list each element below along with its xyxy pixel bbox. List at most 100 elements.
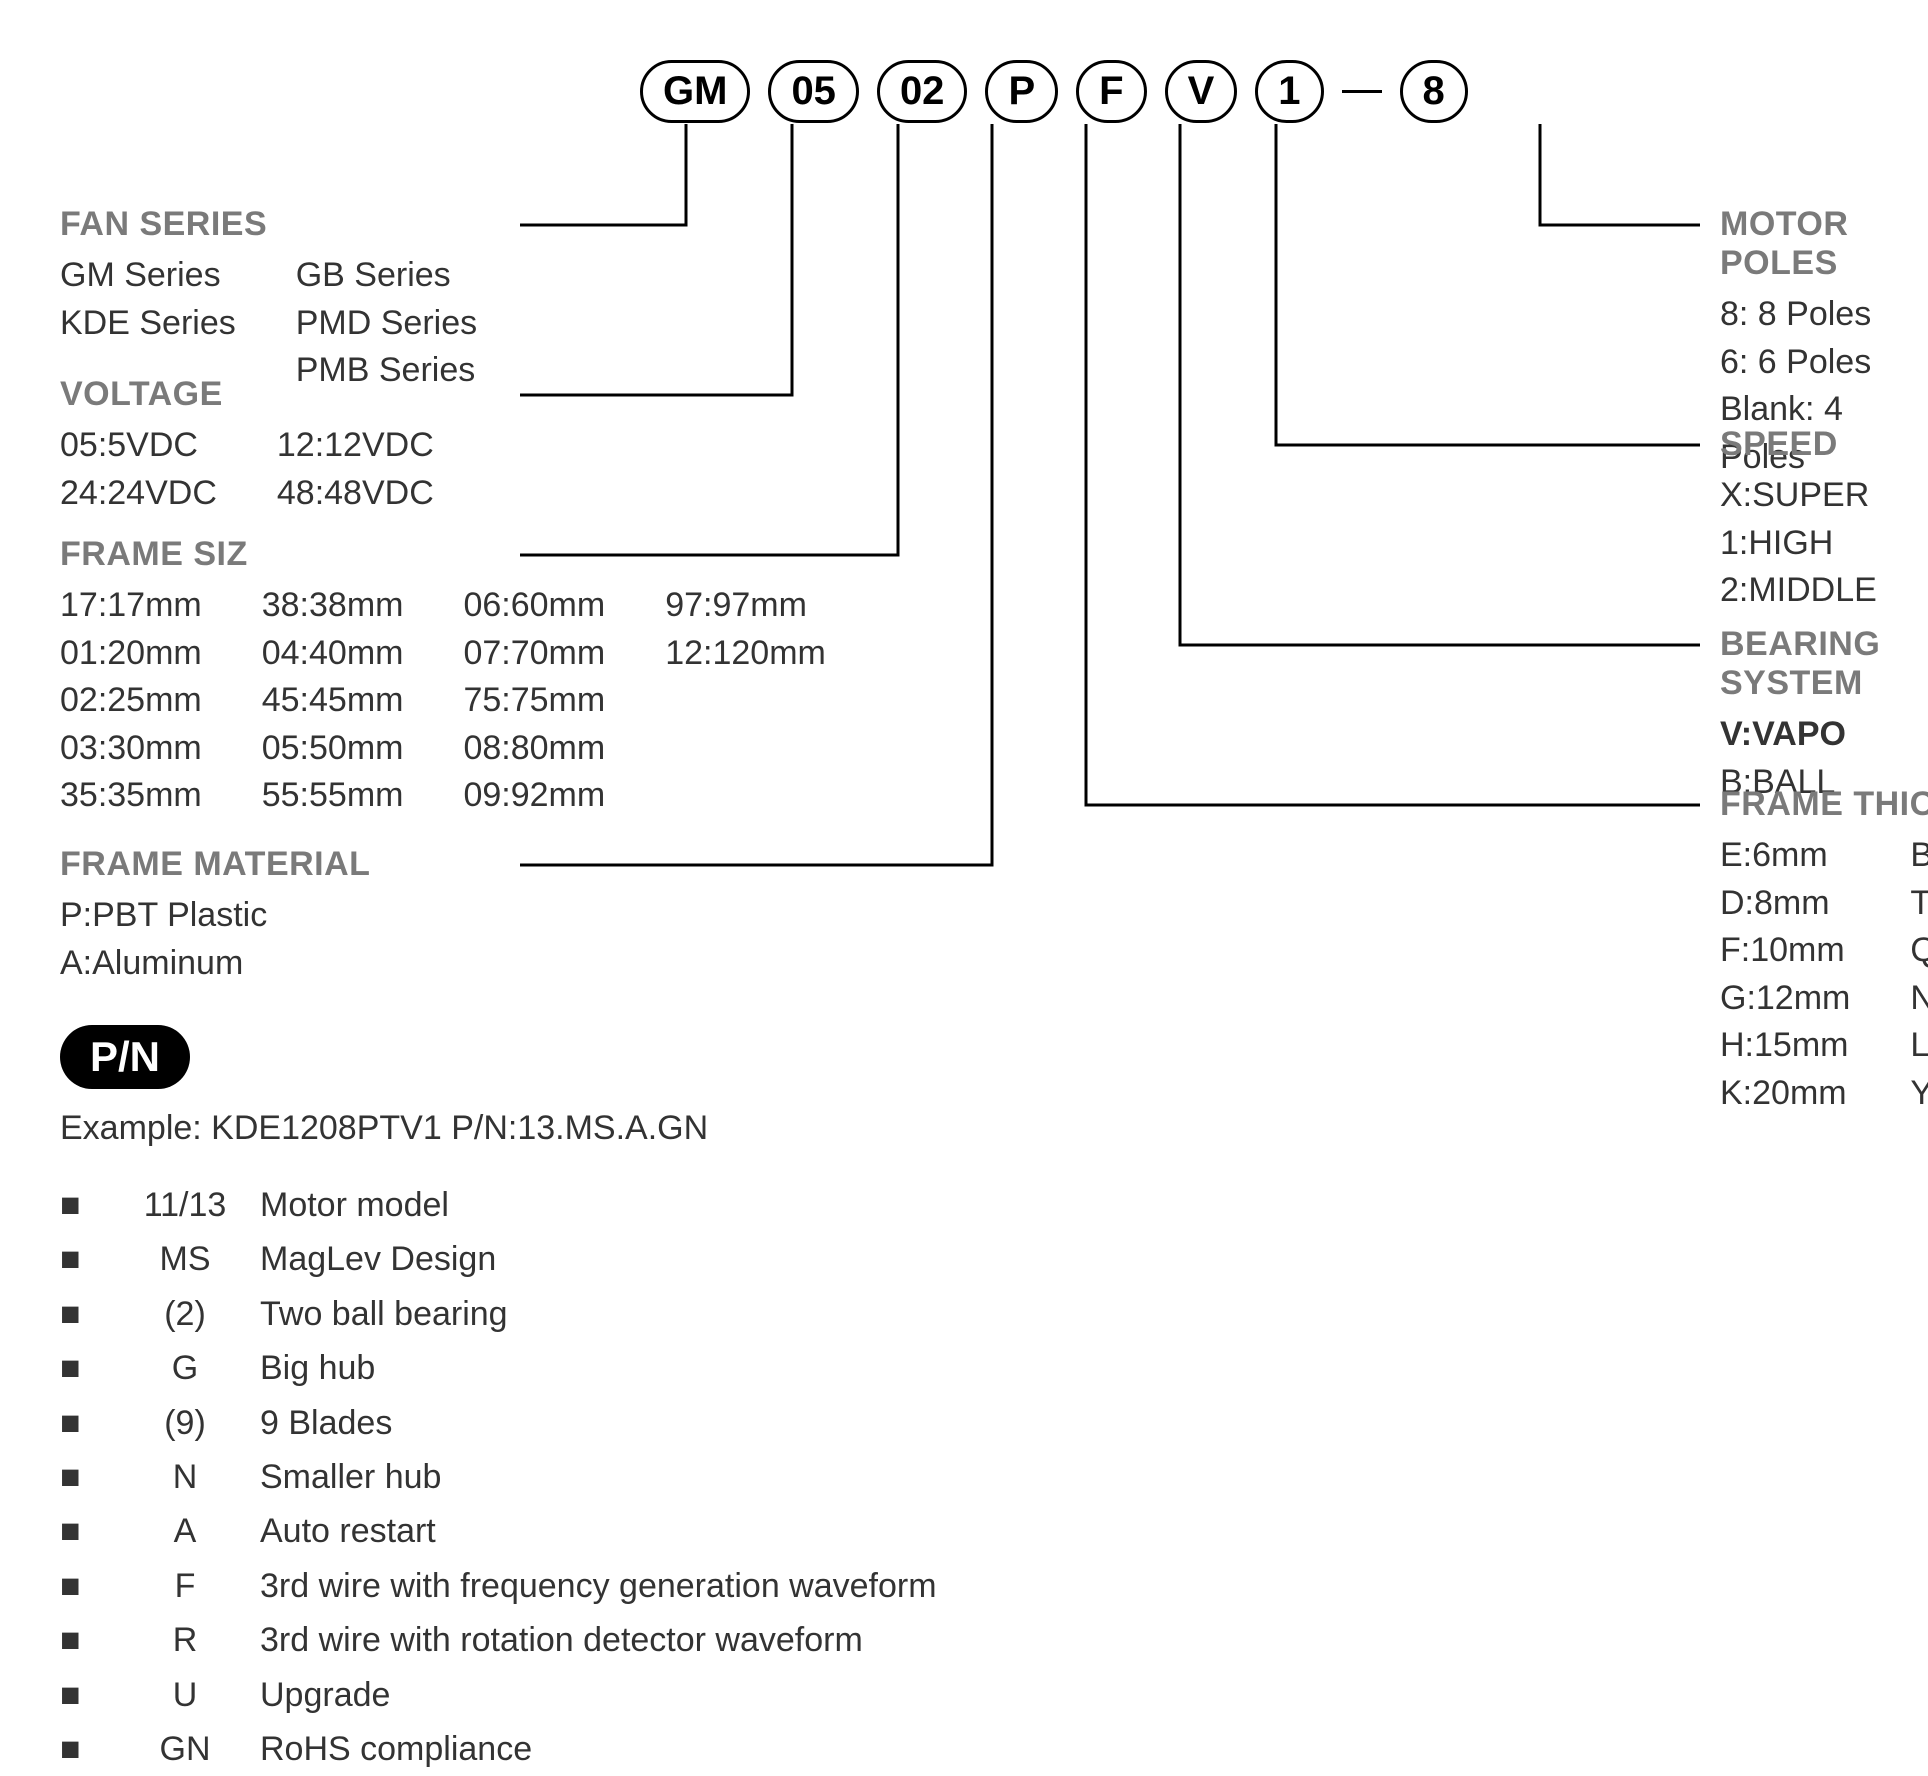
- pn-desc: 3rd wire with frequency generation wavef…: [260, 1559, 937, 1613]
- section-item: 17:17mm: [60, 582, 202, 630]
- section-frame-thickness: FRAME THICKNESS E:6mmD:8mmF:10mmG:12mmH:1…: [1720, 785, 1928, 1118]
- pn-code: 11/13: [110, 1178, 260, 1232]
- section-item: Q:28mm: [1910, 927, 1928, 975]
- section-fan-series: FAN SERIESGM SeriesKDE SeriesGB SeriesPM…: [60, 205, 477, 395]
- pn-bullet: ■: [60, 1668, 110, 1722]
- section-item: 45:45mm: [262, 677, 404, 725]
- pn-bullet: ■: [60, 1396, 110, 1450]
- pn-row: ■MSMagLev Design: [60, 1232, 937, 1286]
- section-title: VOLTAGE: [60, 375, 434, 414]
- pn-row: ■11/13Motor model: [60, 1178, 937, 1232]
- section-voltage: VOLTAGE05:5VDC24:24VDC12:12VDC48:48VDC: [60, 375, 434, 517]
- section-title: FRAME THICKNESS: [1720, 785, 1928, 824]
- section-item: 06:60mm: [463, 582, 605, 630]
- section-item: V:VAPO: [1720, 711, 1846, 759]
- pn-code: F: [110, 1559, 260, 1613]
- pn-bullet: ■: [60, 1178, 110, 1232]
- section-item: PMD Series: [296, 300, 477, 348]
- pn-code: (9): [110, 1396, 260, 1450]
- section-title: SPEED: [1720, 425, 1928, 464]
- pn-desc: RoHS compliance: [260, 1722, 937, 1776]
- section-item: 08:80mm: [463, 725, 605, 773]
- section-item: T:25mm: [1910, 880, 1928, 928]
- code-pill-02: 02: [877, 60, 968, 123]
- pn-desc: Big hub: [260, 1341, 937, 1395]
- pn-bullet: ■: [60, 1559, 110, 1613]
- section-item: H:15mm: [1720, 1022, 1850, 1070]
- pn-code: (2): [110, 1287, 260, 1341]
- section-item: 48:48VDC: [277, 470, 434, 518]
- pn-code: A: [110, 1504, 260, 1558]
- section-item: B:24mm: [1910, 832, 1928, 880]
- section-item: 2:MIDDLE: [1720, 567, 1877, 615]
- part-number-codes: GM 05 02 PFV1 8: [640, 60, 1468, 123]
- pn-row: ■GNRoHS compliance: [60, 1722, 937, 1776]
- code-pill-f: F: [1076, 60, 1146, 123]
- section-item: X:SUPER: [1720, 472, 1877, 520]
- pn-code: MS: [110, 1232, 260, 1286]
- code-pill-1: 1: [1255, 60, 1323, 123]
- code-pill-05: 05: [768, 60, 859, 123]
- section-item: N:30mm: [1910, 975, 1928, 1023]
- section-item: 6: 6 Poles: [1720, 339, 1928, 387]
- pn-row: ■R3rd wire with rotation detector wavefo…: [60, 1613, 937, 1667]
- section-item: 38:38mm: [262, 582, 404, 630]
- pn-desc: MagLev Design: [260, 1232, 937, 1286]
- pn-bullet: ■: [60, 1232, 110, 1286]
- pn-row: ■UUpgrade: [60, 1668, 937, 1722]
- pn-bullet: ■: [60, 1287, 110, 1341]
- pn-bullet: ■: [60, 1722, 110, 1776]
- section-item: E:6mm: [1720, 832, 1850, 880]
- code-pill-p: P: [985, 60, 1058, 123]
- pn-desc: Motor model: [260, 1178, 937, 1232]
- section-title: BEARING SYSTEM: [1720, 625, 1928, 703]
- pn-bullet: ■: [60, 1450, 110, 1504]
- section-item: 12:120mm: [665, 630, 826, 678]
- section-item: 09:92mm: [463, 772, 605, 820]
- section-bearing-system: BEARING SYSTEMV:VAPOB:BALL: [1720, 625, 1928, 806]
- pn-example: Example: KDE1208PTV1 P/N:13.MS.A.GN: [60, 1109, 937, 1148]
- section-title: FRAME MATERIAL: [60, 845, 370, 884]
- section-item: GB Series: [296, 252, 477, 300]
- section-item: 75:75mm: [463, 677, 605, 725]
- pn-label: P/N: [60, 1025, 190, 1089]
- pn-code: U: [110, 1668, 260, 1722]
- section-item: 55:55mm: [262, 772, 404, 820]
- pn-code: G: [110, 1341, 260, 1395]
- code-pill-v: V: [1165, 60, 1238, 123]
- section-item: G:12mm: [1720, 975, 1850, 1023]
- pn-bullet: ■: [60, 1613, 110, 1667]
- section-speed: SPEEDX:SUPER1:HIGH2:MIDDLE3:LOW4:EXTRA L…: [1720, 425, 1928, 615]
- section-item: D:8mm: [1720, 880, 1850, 928]
- section-item: GM Series: [60, 252, 236, 300]
- pn-row: ■GBig hub: [60, 1341, 937, 1395]
- section-item: 97:97mm: [665, 582, 826, 630]
- pn-block: P/N Example: KDE1208PTV1 P/N:13.MS.A.GN …: [60, 1025, 937, 1776]
- section-item: 04:40mm: [262, 630, 404, 678]
- pn-row: ■F3rd wire with frequency generation wav…: [60, 1559, 937, 1613]
- section-item: F:10mm: [1720, 927, 1850, 975]
- section-item: 02:25mm: [60, 677, 202, 725]
- pn-code: GN: [110, 1722, 260, 1776]
- pn-row: ■(2)Two ball bearing: [60, 1287, 937, 1341]
- pn-desc: 3rd wire with rotation detector waveform: [260, 1613, 937, 1667]
- section-frame-siz: FRAME SIZ17:17mm01:20mm02:25mm03:30mm35:…: [60, 535, 826, 820]
- section-item: Y:33mm: [1910, 1070, 1928, 1118]
- section-item: 1:HIGH: [1720, 520, 1877, 568]
- pn-desc: Two ball bearing: [260, 1287, 937, 1341]
- code-pill-gm: GM: [640, 60, 750, 123]
- section-item: A:Aluminum: [60, 940, 267, 988]
- section-title: FRAME SIZ: [60, 535, 826, 574]
- pn-row: ■NSmaller hub: [60, 1450, 937, 1504]
- pn-table: ■11/13Motor model■MSMagLev Design■(2)Two…: [60, 1178, 937, 1776]
- code-pill-8: 8: [1400, 60, 1468, 123]
- section-item: 03:30mm: [60, 725, 202, 773]
- pn-row: ■AAuto restart: [60, 1504, 937, 1558]
- section-item: 07:70mm: [463, 630, 605, 678]
- section-item: 12:12VDC: [277, 422, 434, 470]
- pn-bullet: ■: [60, 1341, 110, 1395]
- code-dash: [1342, 90, 1382, 93]
- section-item: P:PBT Plastic: [60, 892, 267, 940]
- pn-code: N: [110, 1450, 260, 1504]
- pn-desc: Smaller hub: [260, 1450, 937, 1504]
